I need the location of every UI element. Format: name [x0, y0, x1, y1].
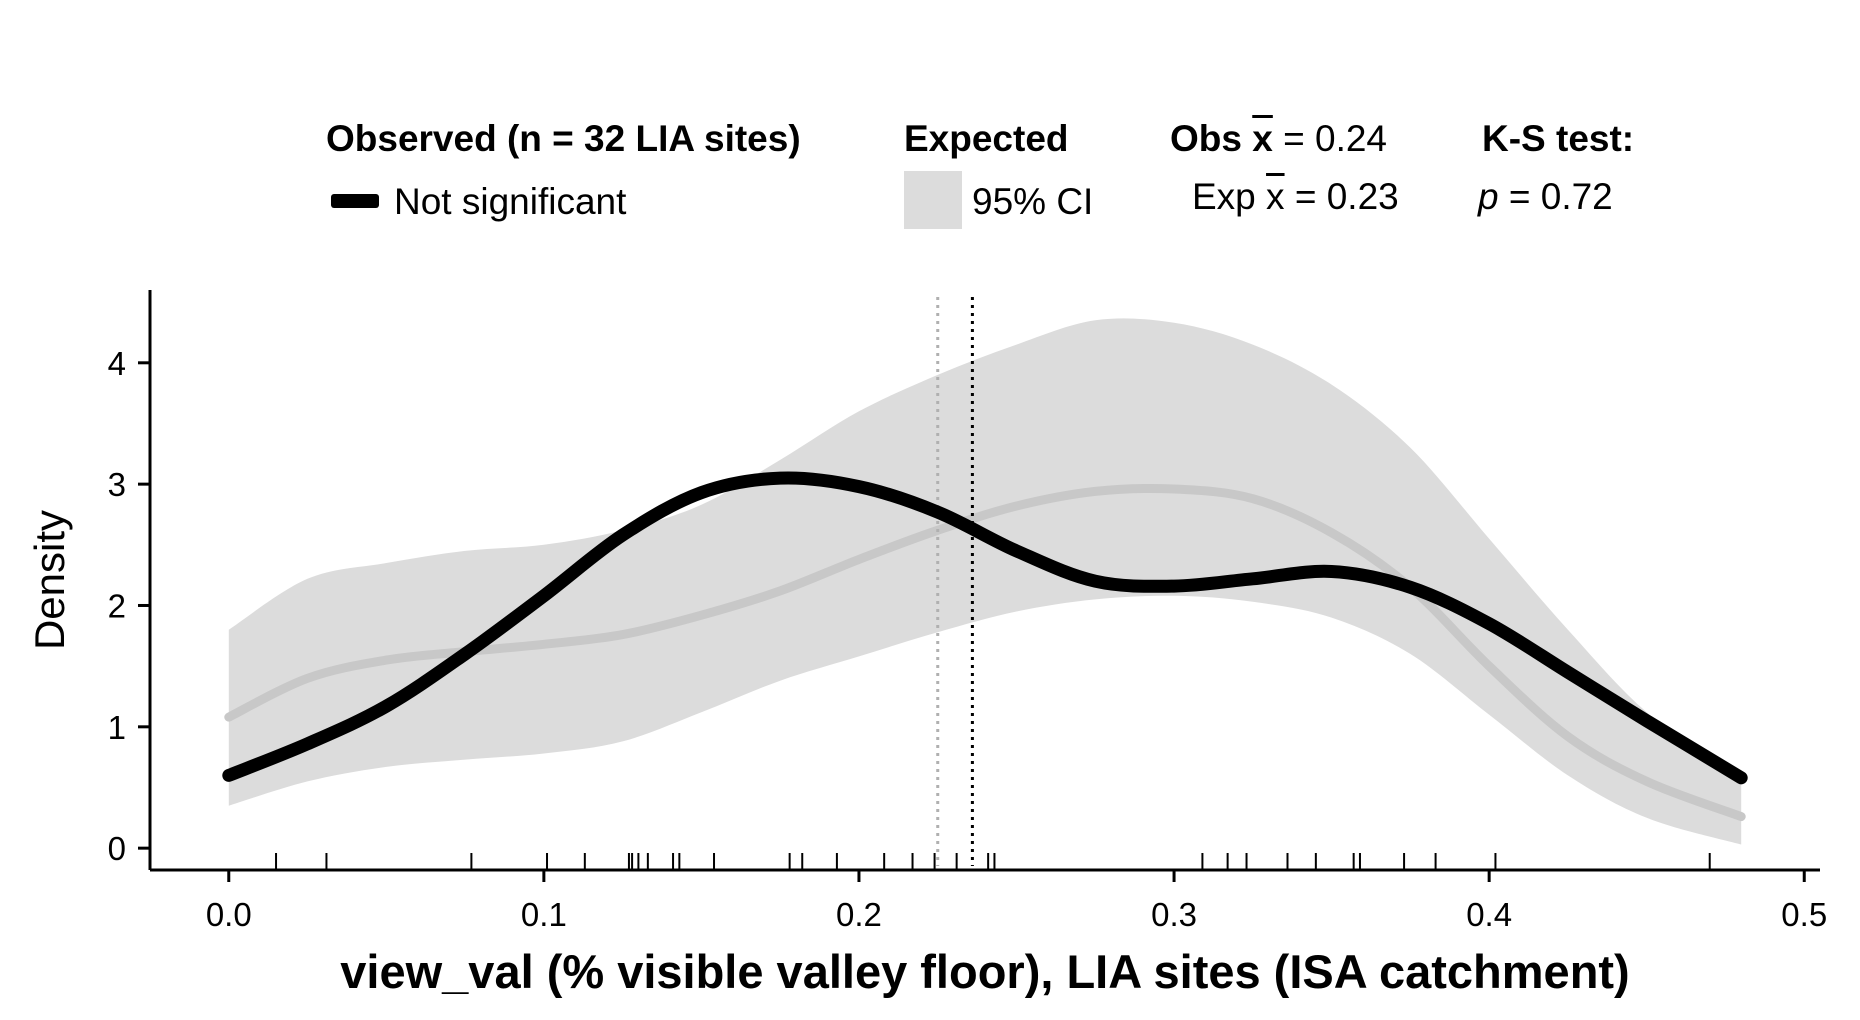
legend-ks-header: K-S test: — [1482, 118, 1635, 159]
ks-p-value: = 0.72 — [1498, 176, 1613, 217]
legend-ci-swatch — [904, 171, 962, 229]
x-axis-label: view_val (% visible valley floor), LIA s… — [340, 945, 1629, 998]
y-tick-label: 1 — [108, 709, 126, 746]
x-tick-label: 0.4 — [1466, 896, 1512, 933]
y-tick-label: 4 — [108, 345, 126, 382]
exp-mean-symbol: x — [1266, 176, 1285, 217]
observed-density-line — [222, 471, 1748, 785]
legend-obs-mean: Obs x = 0.24 — [1170, 120, 1387, 157]
ci-band — [228, 318, 1742, 845]
x-tick-label: 0.1 — [521, 896, 567, 933]
obs-mean-symbol: x — [1252, 118, 1273, 159]
x-tick-label: 0.3 — [1151, 896, 1197, 933]
legend-observed-item: Not significant — [394, 181, 627, 222]
obs-mean-prefix: Obs — [1170, 118, 1253, 159]
exp-mean-prefix: Exp — [1192, 176, 1267, 217]
y-tick-label: 0 — [108, 830, 126, 867]
legend-ks-p: p = 0.72 — [1478, 178, 1613, 215]
exp-mean-value: = 0.23 — [1284, 176, 1399, 217]
y-tick-label: 3 — [108, 466, 126, 503]
y-axis-label: Density — [26, 510, 73, 650]
legend-expected-header: Expected — [904, 118, 1069, 159]
legend-observed-line-swatch — [331, 194, 379, 208]
legend-ci-item: 95% CI — [972, 181, 1094, 222]
y-tick-label: 2 — [108, 587, 126, 624]
legend-observed-header: Observed (n = 32 LIA sites) — [326, 118, 801, 159]
ks-p-symbol: p — [1478, 176, 1499, 217]
legend-exp-mean: Exp x = 0.23 — [1192, 178, 1399, 215]
x-tick-label: 0.2 — [836, 896, 882, 933]
obs-mean-value: = 0.24 — [1272, 118, 1388, 159]
x-tick-label: 0.5 — [1781, 896, 1827, 933]
x-tick-label: 0.0 — [206, 896, 252, 933]
